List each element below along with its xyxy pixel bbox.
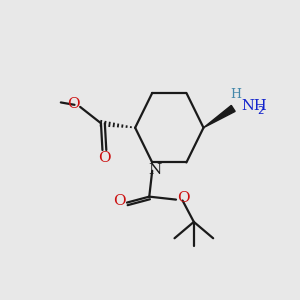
Text: 2: 2 [257, 106, 264, 116]
Text: NH: NH [242, 99, 267, 113]
Text: O: O [177, 191, 190, 206]
Text: O: O [67, 97, 80, 111]
Text: N: N [148, 164, 161, 178]
Text: O: O [113, 194, 126, 208]
Text: O: O [98, 151, 111, 165]
Text: H: H [231, 88, 242, 100]
Polygon shape [203, 105, 235, 128]
